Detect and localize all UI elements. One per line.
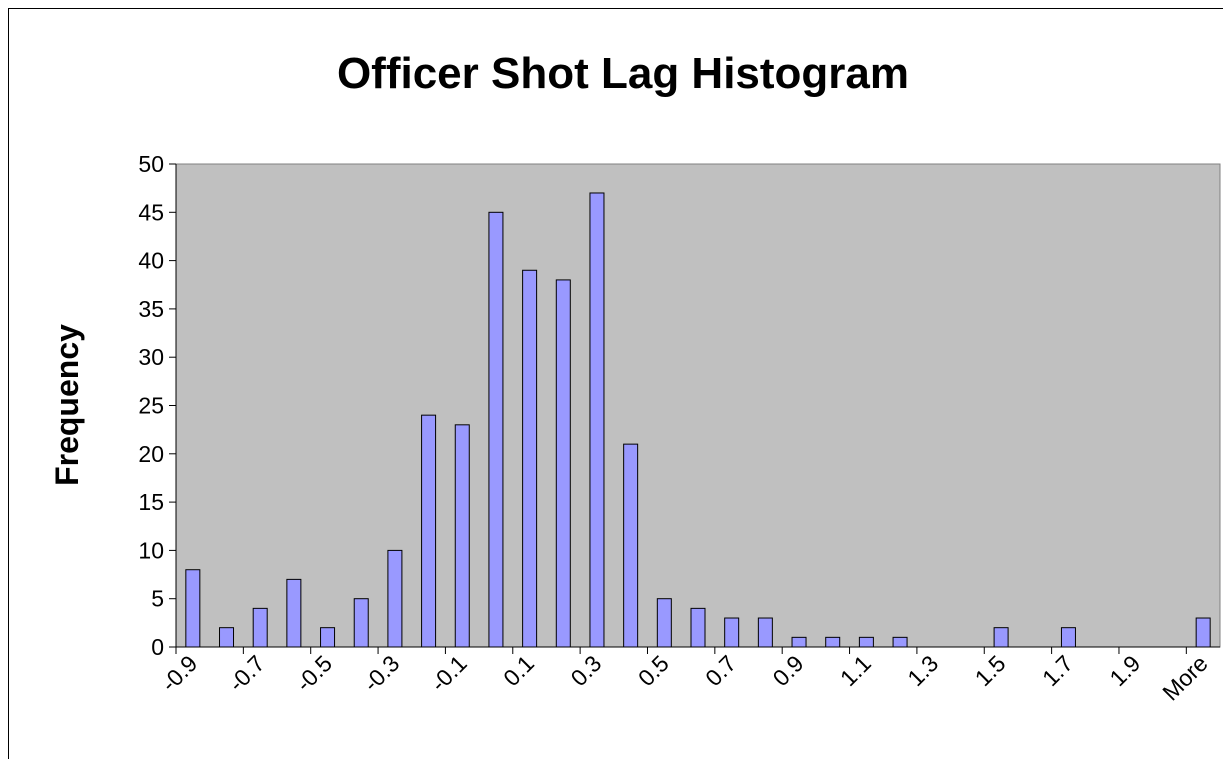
y-tick-label: 5 <box>151 586 164 612</box>
bar <box>185 569 201 648</box>
bar <box>1060 627 1076 648</box>
bar <box>387 549 403 648</box>
bar <box>791 636 807 648</box>
bar <box>252 607 268 648</box>
bar <box>286 578 302 648</box>
bar <box>993 627 1009 648</box>
plot-area <box>175 163 1221 648</box>
bar <box>522 269 538 648</box>
bar <box>757 617 773 648</box>
bar <box>1195 617 1211 648</box>
bar <box>589 192 605 648</box>
bar <box>623 443 639 648</box>
bar <box>219 627 235 648</box>
bar <box>858 636 874 648</box>
bar <box>724 617 740 648</box>
y-tick-label: 30 <box>138 344 164 370</box>
bar <box>892 636 908 648</box>
bar <box>825 636 841 648</box>
y-axis-title: Frequency <box>49 324 85 486</box>
y-tick-label: 50 <box>138 151 164 177</box>
y-tick-label: 10 <box>138 537 164 563</box>
bar <box>555 279 571 648</box>
y-tick-label: 25 <box>138 393 164 419</box>
bar <box>488 211 504 648</box>
bar <box>690 607 706 648</box>
y-tick-label: 0 <box>151 634 164 660</box>
bar <box>454 424 470 648</box>
bar <box>421 414 437 648</box>
chart-title: Officer Shot Lag Histogram <box>337 49 909 98</box>
y-tick-label: 15 <box>138 489 164 515</box>
bar <box>353 598 369 648</box>
y-tick-label: 40 <box>138 248 164 274</box>
y-tick-label: 35 <box>138 296 164 322</box>
bar <box>656 598 672 648</box>
y-tick-label: 45 <box>138 199 164 225</box>
y-tick-label: 20 <box>138 441 164 467</box>
bar <box>320 627 336 648</box>
